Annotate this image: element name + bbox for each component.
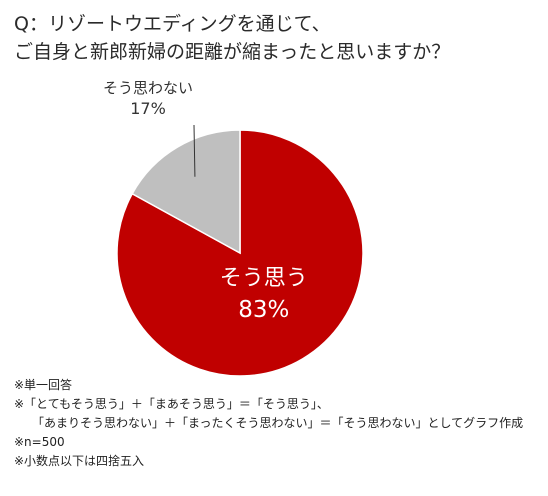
pie-slice-1: [131, 129, 241, 255]
note-single-answer: ※単一回答: [14, 378, 73, 392]
pie-chart: そう思う 83% そう思わない 17%: [103, 79, 364, 377]
slice-value-label-0: 83%: [238, 297, 289, 323]
slice-value-label-1: 17%: [130, 99, 166, 118]
slice-leader-line-1: [193, 124, 196, 177]
slice-label-1: そう思わない: [103, 79, 193, 97]
title-line-2: ご自身と新郎新婦の距離が縮まったと思いますか？: [14, 41, 451, 63]
note-rounding: ※小数点以下は四捨五入: [14, 454, 145, 468]
note-definition-agree: ※「とてもそう思う」＋「まあそう思う」＝「そう思う」、: [14, 397, 329, 411]
note-definition-disagree: 「あまりそう思わない」＋「まったくそう思わない」＝「そう思わない」としてグラフ作…: [32, 416, 524, 430]
title-line-1: Q：リゾートウエディングを通じて、: [14, 13, 331, 35]
chart-title: Q：リゾートウエディングを通じて、 ご自身と新郎新婦の距離が縮まったと思いますか…: [14, 10, 450, 66]
note-sample-size: ※n=500: [14, 435, 65, 449]
slice-label-0: そう思う: [220, 266, 308, 291]
footnotes: ※単一回答 ※「とてもそう思う」＋「まあそう思う」＝「そう思う」、 「あまりそう…: [14, 376, 523, 471]
